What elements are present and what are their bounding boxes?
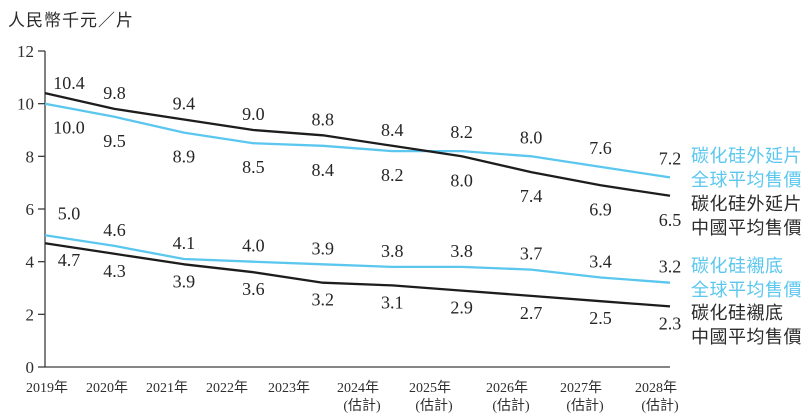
data-label: 4.6 <box>103 220 126 240</box>
data-label: 2.9 <box>450 298 473 318</box>
x-tick-label: 2023年 <box>268 380 310 396</box>
series-line-3 <box>44 242 671 308</box>
y-tick-label: 0 <box>26 358 35 377</box>
data-label: 3.2 <box>659 257 682 277</box>
y-tick-label: 12 <box>17 42 34 61</box>
data-label: 9.8 <box>103 83 126 103</box>
x-tick-label: 2024年 <box>337 380 379 396</box>
data-label: 2.3 <box>659 313 682 333</box>
x-tick-note: (估計) <box>415 398 453 414</box>
data-label: 4.3 <box>103 261 126 281</box>
series-line-2 <box>44 234 671 284</box>
data-label: 4.0 <box>242 236 265 256</box>
axis-lines <box>44 51 670 368</box>
x-tick-note: (估計) <box>343 398 381 414</box>
y-tick-label: 2 <box>26 305 35 324</box>
data-label: 9.4 <box>173 93 196 113</box>
data-label: 8.0 <box>450 170 473 190</box>
data-label: 7.6 <box>589 138 612 158</box>
x-tick-label: 2026年 <box>486 380 528 396</box>
data-label: 8.2 <box>450 122 473 142</box>
data-label: 7.2 <box>659 148 682 168</box>
y-tick-label: 8 <box>26 147 35 166</box>
x-tick-label: 2022年 <box>206 380 248 396</box>
data-label: 3.8 <box>450 241 473 261</box>
y-tick-label: 6 <box>26 200 35 219</box>
data-label: 8.5 <box>242 157 265 177</box>
data-label: 6.5 <box>659 210 682 230</box>
x-tick-label: 2019年 <box>26 380 68 396</box>
x-tick-note: (估計) <box>641 398 679 414</box>
x-tick-note: (估計) <box>566 398 604 414</box>
data-label: 10.0 <box>53 118 85 138</box>
data-label: 8.4 <box>312 160 335 180</box>
data-label: 8.0 <box>520 127 543 147</box>
x-tick-label: 2025年 <box>409 380 451 396</box>
data-label: 3.8 <box>381 241 404 261</box>
data-label: 3.2 <box>312 290 335 310</box>
y-tick-label: 10 <box>17 95 34 114</box>
data-label: 3.9 <box>312 238 335 258</box>
data-label: 8.4 <box>381 120 404 140</box>
data-label: 8.9 <box>173 147 196 167</box>
data-label: 3.7 <box>520 244 543 264</box>
y-tick-label: 4 <box>26 253 35 272</box>
data-label: 3.6 <box>242 279 265 299</box>
data-label: 10.4 <box>53 73 85 93</box>
data-label: 3.9 <box>173 271 196 291</box>
data-label: 7.4 <box>520 186 543 206</box>
data-label: 2.5 <box>589 308 612 328</box>
data-label: 9.5 <box>103 131 126 151</box>
x-tick-note: (估計) <box>492 398 530 414</box>
series-line-0 <box>44 102 671 179</box>
data-label: 2.7 <box>520 303 543 323</box>
data-label: 4.1 <box>173 233 196 253</box>
x-tick-label: 2020年 <box>86 380 128 396</box>
x-tick-label: 2028年 <box>635 380 677 396</box>
data-label: 5.0 <box>58 203 81 223</box>
data-label: 9.0 <box>242 104 265 124</box>
data-label: 6.9 <box>589 199 612 219</box>
series-line-1 <box>44 91 671 197</box>
data-label: 3.1 <box>381 292 404 312</box>
x-tick-label: 2027年 <box>560 380 602 396</box>
data-label: 3.4 <box>589 251 612 271</box>
data-label: 4.7 <box>58 250 81 270</box>
chart-unit-label: 人民幣千元／片 <box>8 11 134 30</box>
data-label: 8.2 <box>381 165 404 185</box>
data-label: 8.8 <box>312 109 335 129</box>
x-tick-label: 2021年 <box>146 380 188 396</box>
